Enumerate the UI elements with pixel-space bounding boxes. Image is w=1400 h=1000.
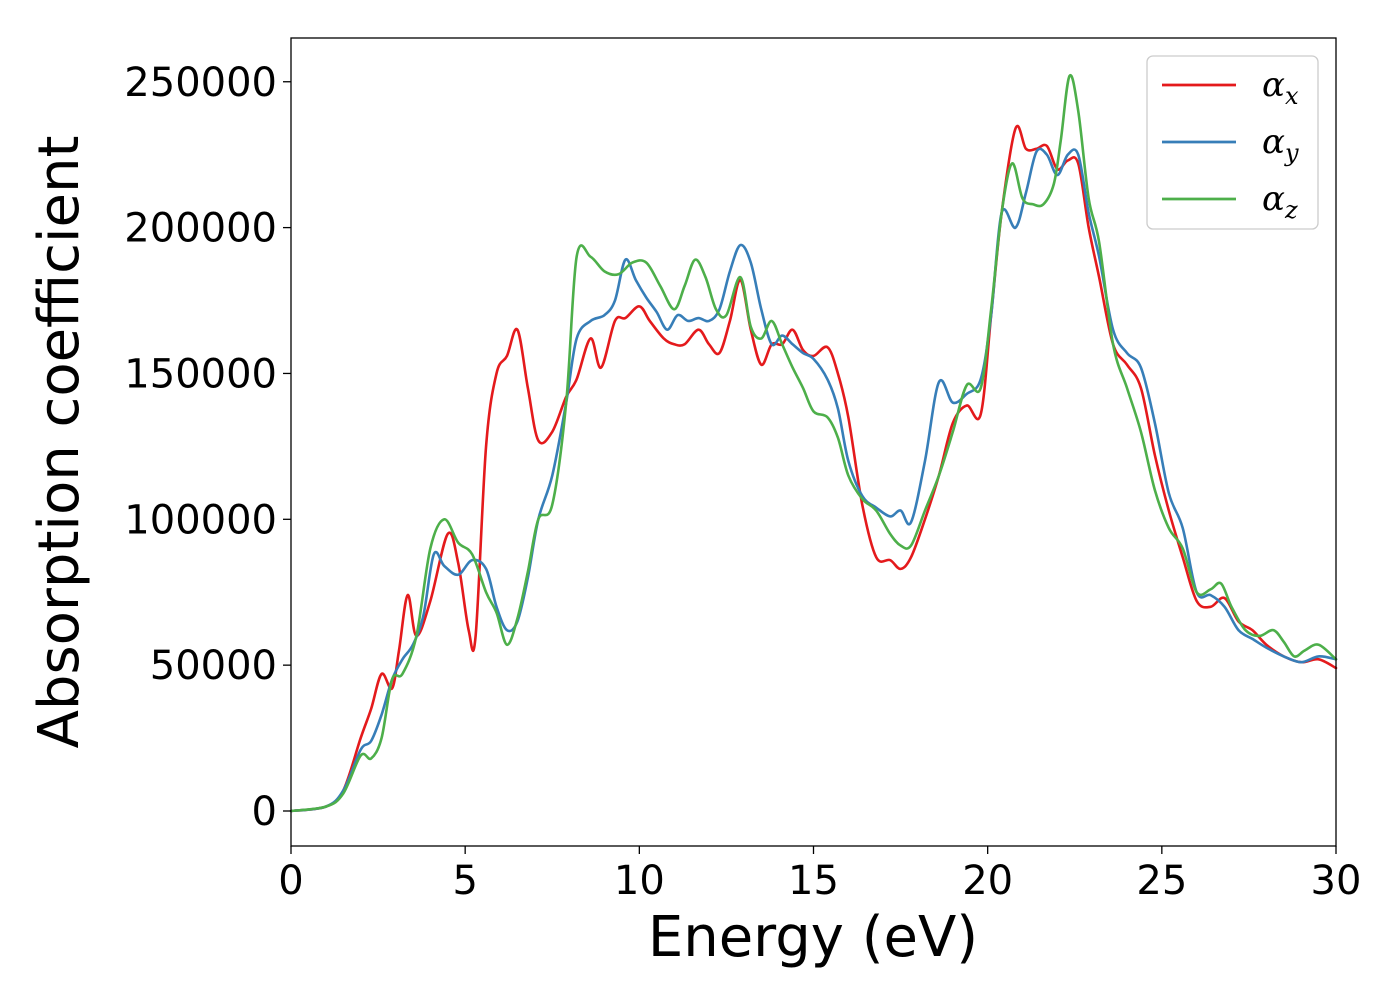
x-tick-label: 25 xyxy=(1136,858,1187,904)
y-axis-title: Absorption coefficient xyxy=(27,136,92,749)
legend-label-y: αy xyxy=(1262,122,1299,167)
y-axis: 0 50000 100000 150000 200000 250000 xyxy=(124,60,291,835)
x-tick-label: 20 xyxy=(962,858,1013,904)
x-tick-label: 0 xyxy=(278,858,303,904)
series-line-y xyxy=(289,147,1338,813)
x-tick-label: 15 xyxy=(788,858,839,904)
x-axis: 0 5 10 15 20 25 30 xyxy=(278,846,1361,904)
y-tick-label: 50000 xyxy=(150,643,277,689)
legend-label-z: αz xyxy=(1262,179,1298,224)
x-axis-title: Energy (eV) xyxy=(648,905,978,970)
y-tick-label: 200000 xyxy=(124,206,277,252)
y-tick-label: 250000 xyxy=(124,60,277,106)
x-tick-label: 5 xyxy=(452,858,477,904)
y-tick-label: 100000 xyxy=(124,497,277,543)
y-tick-label: 150000 xyxy=(124,351,277,397)
series-layer xyxy=(289,73,1338,813)
y-tick-label: 0 xyxy=(252,789,277,835)
legend: αx αy αz xyxy=(1146,55,1319,230)
x-tick-label: 10 xyxy=(614,858,665,904)
legend-label-x: αx xyxy=(1262,65,1299,110)
series-line-z xyxy=(289,73,1338,813)
x-tick-label: 30 xyxy=(1311,858,1362,904)
series-line-x xyxy=(289,124,1338,813)
